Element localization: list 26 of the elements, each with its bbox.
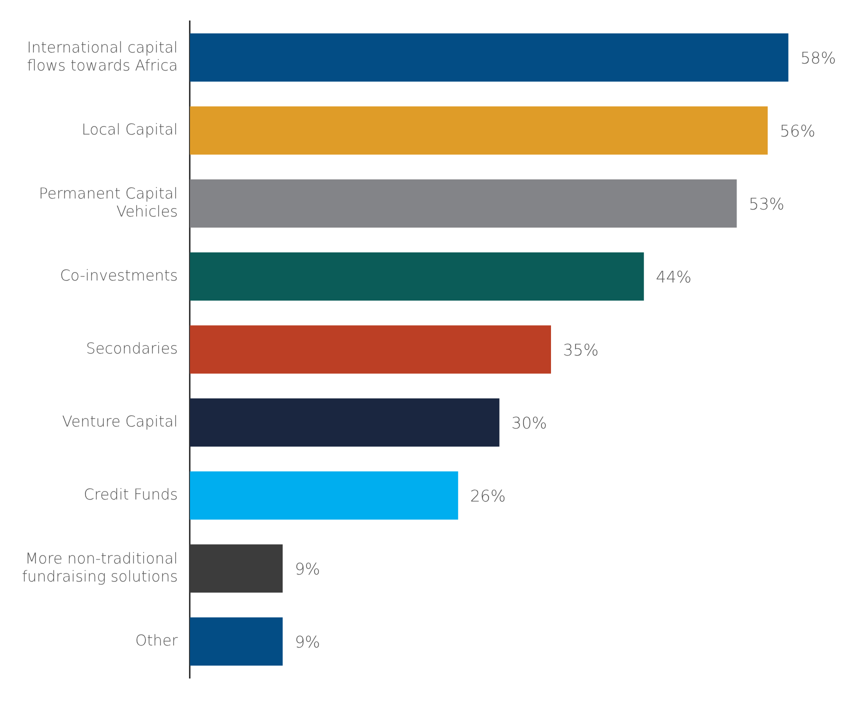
y-tick-label: Permanent Capital Vehicles xyxy=(38,184,178,220)
bar xyxy=(190,398,500,447)
bar xyxy=(190,617,283,666)
y-tick-label: More non-traditional fundraising solutions xyxy=(22,549,178,586)
data-label: 26% xyxy=(470,486,506,506)
bar xyxy=(190,252,644,301)
bar xyxy=(190,33,788,82)
data-label: 44% xyxy=(656,268,692,287)
bar xyxy=(190,325,552,374)
y-tick-label: Venture Capital xyxy=(62,412,178,430)
y-tick-label: Other xyxy=(135,631,179,650)
bar xyxy=(190,106,768,155)
data-label: 9% xyxy=(294,632,320,652)
bar xyxy=(190,179,737,228)
data-label: 56% xyxy=(780,122,816,141)
y-tick-label: Secondaries xyxy=(86,339,178,358)
y-tick-label: Co-investments xyxy=(60,266,178,284)
y-tick-label: Credit Funds xyxy=(84,485,178,504)
bar xyxy=(190,471,458,520)
y-tick-label: Local Capital xyxy=(82,120,178,138)
data-label: 30% xyxy=(511,414,547,433)
data-label: 58% xyxy=(800,48,836,68)
data-label: 9% xyxy=(294,560,320,579)
data-label: 53% xyxy=(748,194,784,214)
data-label: 35% xyxy=(563,340,599,360)
y-tick-label: International capital flows towards Africa xyxy=(26,38,178,74)
